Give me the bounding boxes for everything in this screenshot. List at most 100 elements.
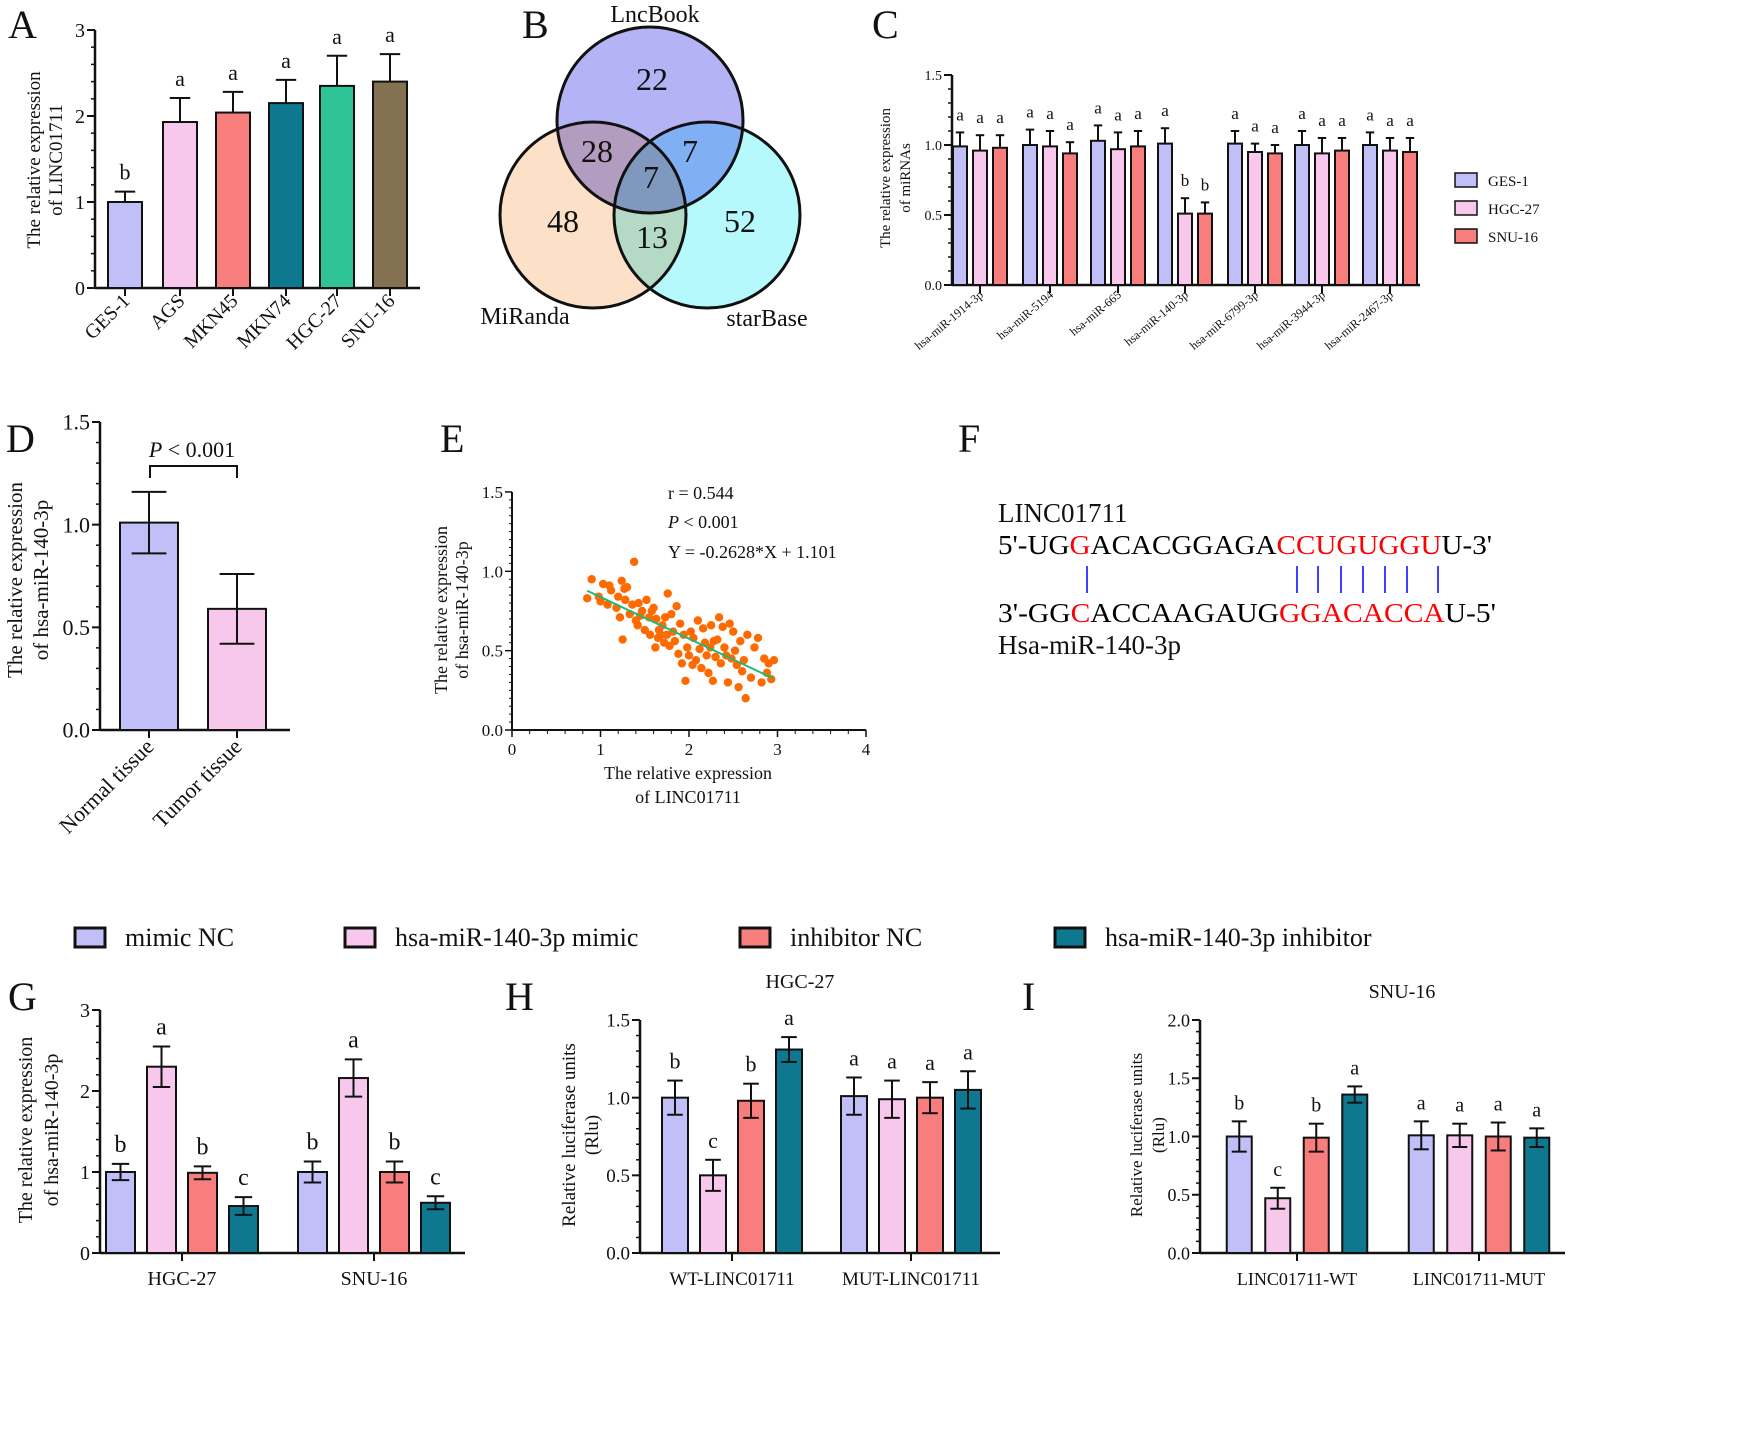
- data-point: [736, 636, 745, 646]
- data-point: [695, 644, 704, 654]
- bar: [107, 201, 143, 289]
- significance-letter: a: [281, 48, 291, 73]
- significance-letter: c: [238, 1165, 249, 1191]
- data-point: [697, 663, 706, 673]
- bar: [1314, 152, 1330, 286]
- data-point: [614, 592, 623, 601]
- data-point: [583, 594, 592, 603]
- significance-letter: a: [1386, 111, 1394, 130]
- y-tick-label: 1.5: [63, 410, 91, 435]
- data-point: [691, 655, 701, 665]
- bar: [737, 1099, 765, 1254]
- bar: [1407, 1134, 1435, 1254]
- data-point: [622, 582, 632, 592]
- y-axis-label: (Rlu): [582, 1115, 603, 1155]
- bar: [1247, 151, 1263, 286]
- bar: [268, 102, 304, 289]
- x-tick-label: hsa-miR-3944-3p: [1254, 288, 1328, 353]
- y-tick-label: 0.0: [1168, 1243, 1191, 1263]
- data-point: [642, 595, 651, 605]
- x-tick-label: SNU-16: [341, 1268, 408, 1290]
- significance-letter: a: [1114, 105, 1122, 124]
- y-tick-label: 1.5: [925, 69, 943, 84]
- y-axis-label: The relative expression: [431, 526, 451, 694]
- y-tick-label: 0: [80, 1243, 90, 1265]
- data-point: [606, 586, 616, 595]
- chart-title: HGC-27: [766, 971, 835, 993]
- venn-count-lncbook-only: 22: [636, 61, 668, 97]
- x-axis-label: The relative expression: [604, 763, 772, 783]
- x-tick-label: hsa-miR-1914-3p: [912, 288, 986, 353]
- significance-letter: a: [1417, 1092, 1426, 1114]
- data-point: [725, 619, 734, 628]
- significance-letter: a: [156, 1014, 167, 1040]
- sequence-segment: CCUGUGGU: [1277, 530, 1442, 560]
- y-axis-label: of hsa-miR-140-3p: [452, 541, 472, 678]
- venn-label-starbase: starBase: [726, 306, 807, 332]
- data-point: [706, 621, 716, 630]
- significance-letter: a: [1298, 104, 1306, 123]
- y-tick-label: 1.0: [1168, 1127, 1191, 1147]
- bar: [1362, 144, 1378, 286]
- venn-count-miranda-starbase: 13: [636, 219, 668, 255]
- legend-label: HGC-27: [1488, 202, 1540, 218]
- data-point: [686, 627, 695, 636]
- x-tick-label: LINC01711-WT: [1237, 1269, 1357, 1289]
- panel-label-c: C: [872, 2, 899, 47]
- legend-label: mimic NC: [125, 923, 234, 952]
- y-axis-label: Relative luciferase units: [1127, 1053, 1146, 1217]
- y-tick-label: 1.0: [606, 1088, 630, 1109]
- bar: [1302, 1136, 1330, 1255]
- data-point: [746, 673, 756, 682]
- legend-label: inhibitor NC: [790, 923, 922, 952]
- y-axis-label: of hsa-miR-140-3p: [29, 500, 53, 660]
- y-tick-label: 3: [80, 1000, 90, 1022]
- significance-letter: b: [307, 1129, 319, 1155]
- legend-label: GES-1: [1488, 174, 1529, 190]
- y-tick-label: 1.5: [1168, 1069, 1191, 1089]
- significance-letter: a: [1532, 1099, 1541, 1121]
- data-point: [587, 575, 596, 584]
- bar: [878, 1098, 906, 1254]
- chart-0: 0 1 2 3 The relative expression of LINC01711 G…: [24, 20, 420, 354]
- data-point: [634, 598, 643, 608]
- significance-letter: c: [1273, 1159, 1282, 1181]
- bar: [661, 1096, 689, 1254]
- significance-letter: b: [1234, 1092, 1244, 1114]
- significance-letter: b: [389, 1129, 401, 1155]
- sequence-segment: C: [1071, 598, 1091, 628]
- y-tick-label: 1.0: [63, 512, 91, 537]
- data-point: [716, 659, 726, 668]
- x-tick-label: Normal tissue: [54, 734, 159, 839]
- bar: [1042, 145, 1058, 286]
- bar: [1402, 151, 1418, 286]
- bar: [215, 111, 251, 289]
- significance-letter: a: [925, 1050, 935, 1075]
- significance-letter: a: [1271, 118, 1279, 137]
- bar: [1062, 152, 1078, 286]
- sequence-segment: 3'-GG: [998, 598, 1071, 628]
- significance-letter: a: [348, 1027, 359, 1053]
- legend-label: hsa-miR-140-3p inhibitor: [1105, 923, 1372, 952]
- bar: [379, 1171, 410, 1254]
- y-tick-label: 0.5: [482, 642, 503, 661]
- data-point: [723, 678, 733, 687]
- significance-letter: a: [1338, 111, 1346, 130]
- chart-7: 0.0 0.5 1.0 1.5 2.0 Relative luciferase units…: [1127, 981, 1565, 1289]
- significance-letter: a: [976, 108, 984, 127]
- legend-swatch: [73, 926, 107, 949]
- data-point: [720, 643, 729, 652]
- regression-line: [586, 589, 774, 680]
- legend-swatch: [343, 926, 377, 949]
- data-point: [681, 676, 690, 686]
- p-symbol: P: [148, 437, 162, 462]
- data-point: [656, 630, 665, 639]
- y-tick-label: 1.5: [482, 483, 503, 502]
- p-rest: < 0.001: [162, 437, 235, 462]
- x-tick-label: 4: [862, 740, 871, 759]
- data-point: [603, 600, 612, 609]
- significance-letter: a: [1366, 105, 1374, 124]
- sequence-segment: U-5': [1445, 598, 1496, 628]
- regression-equation: Y = -0.2628*X + 1.101: [668, 542, 837, 562]
- panel-label-a: A: [8, 2, 37, 47]
